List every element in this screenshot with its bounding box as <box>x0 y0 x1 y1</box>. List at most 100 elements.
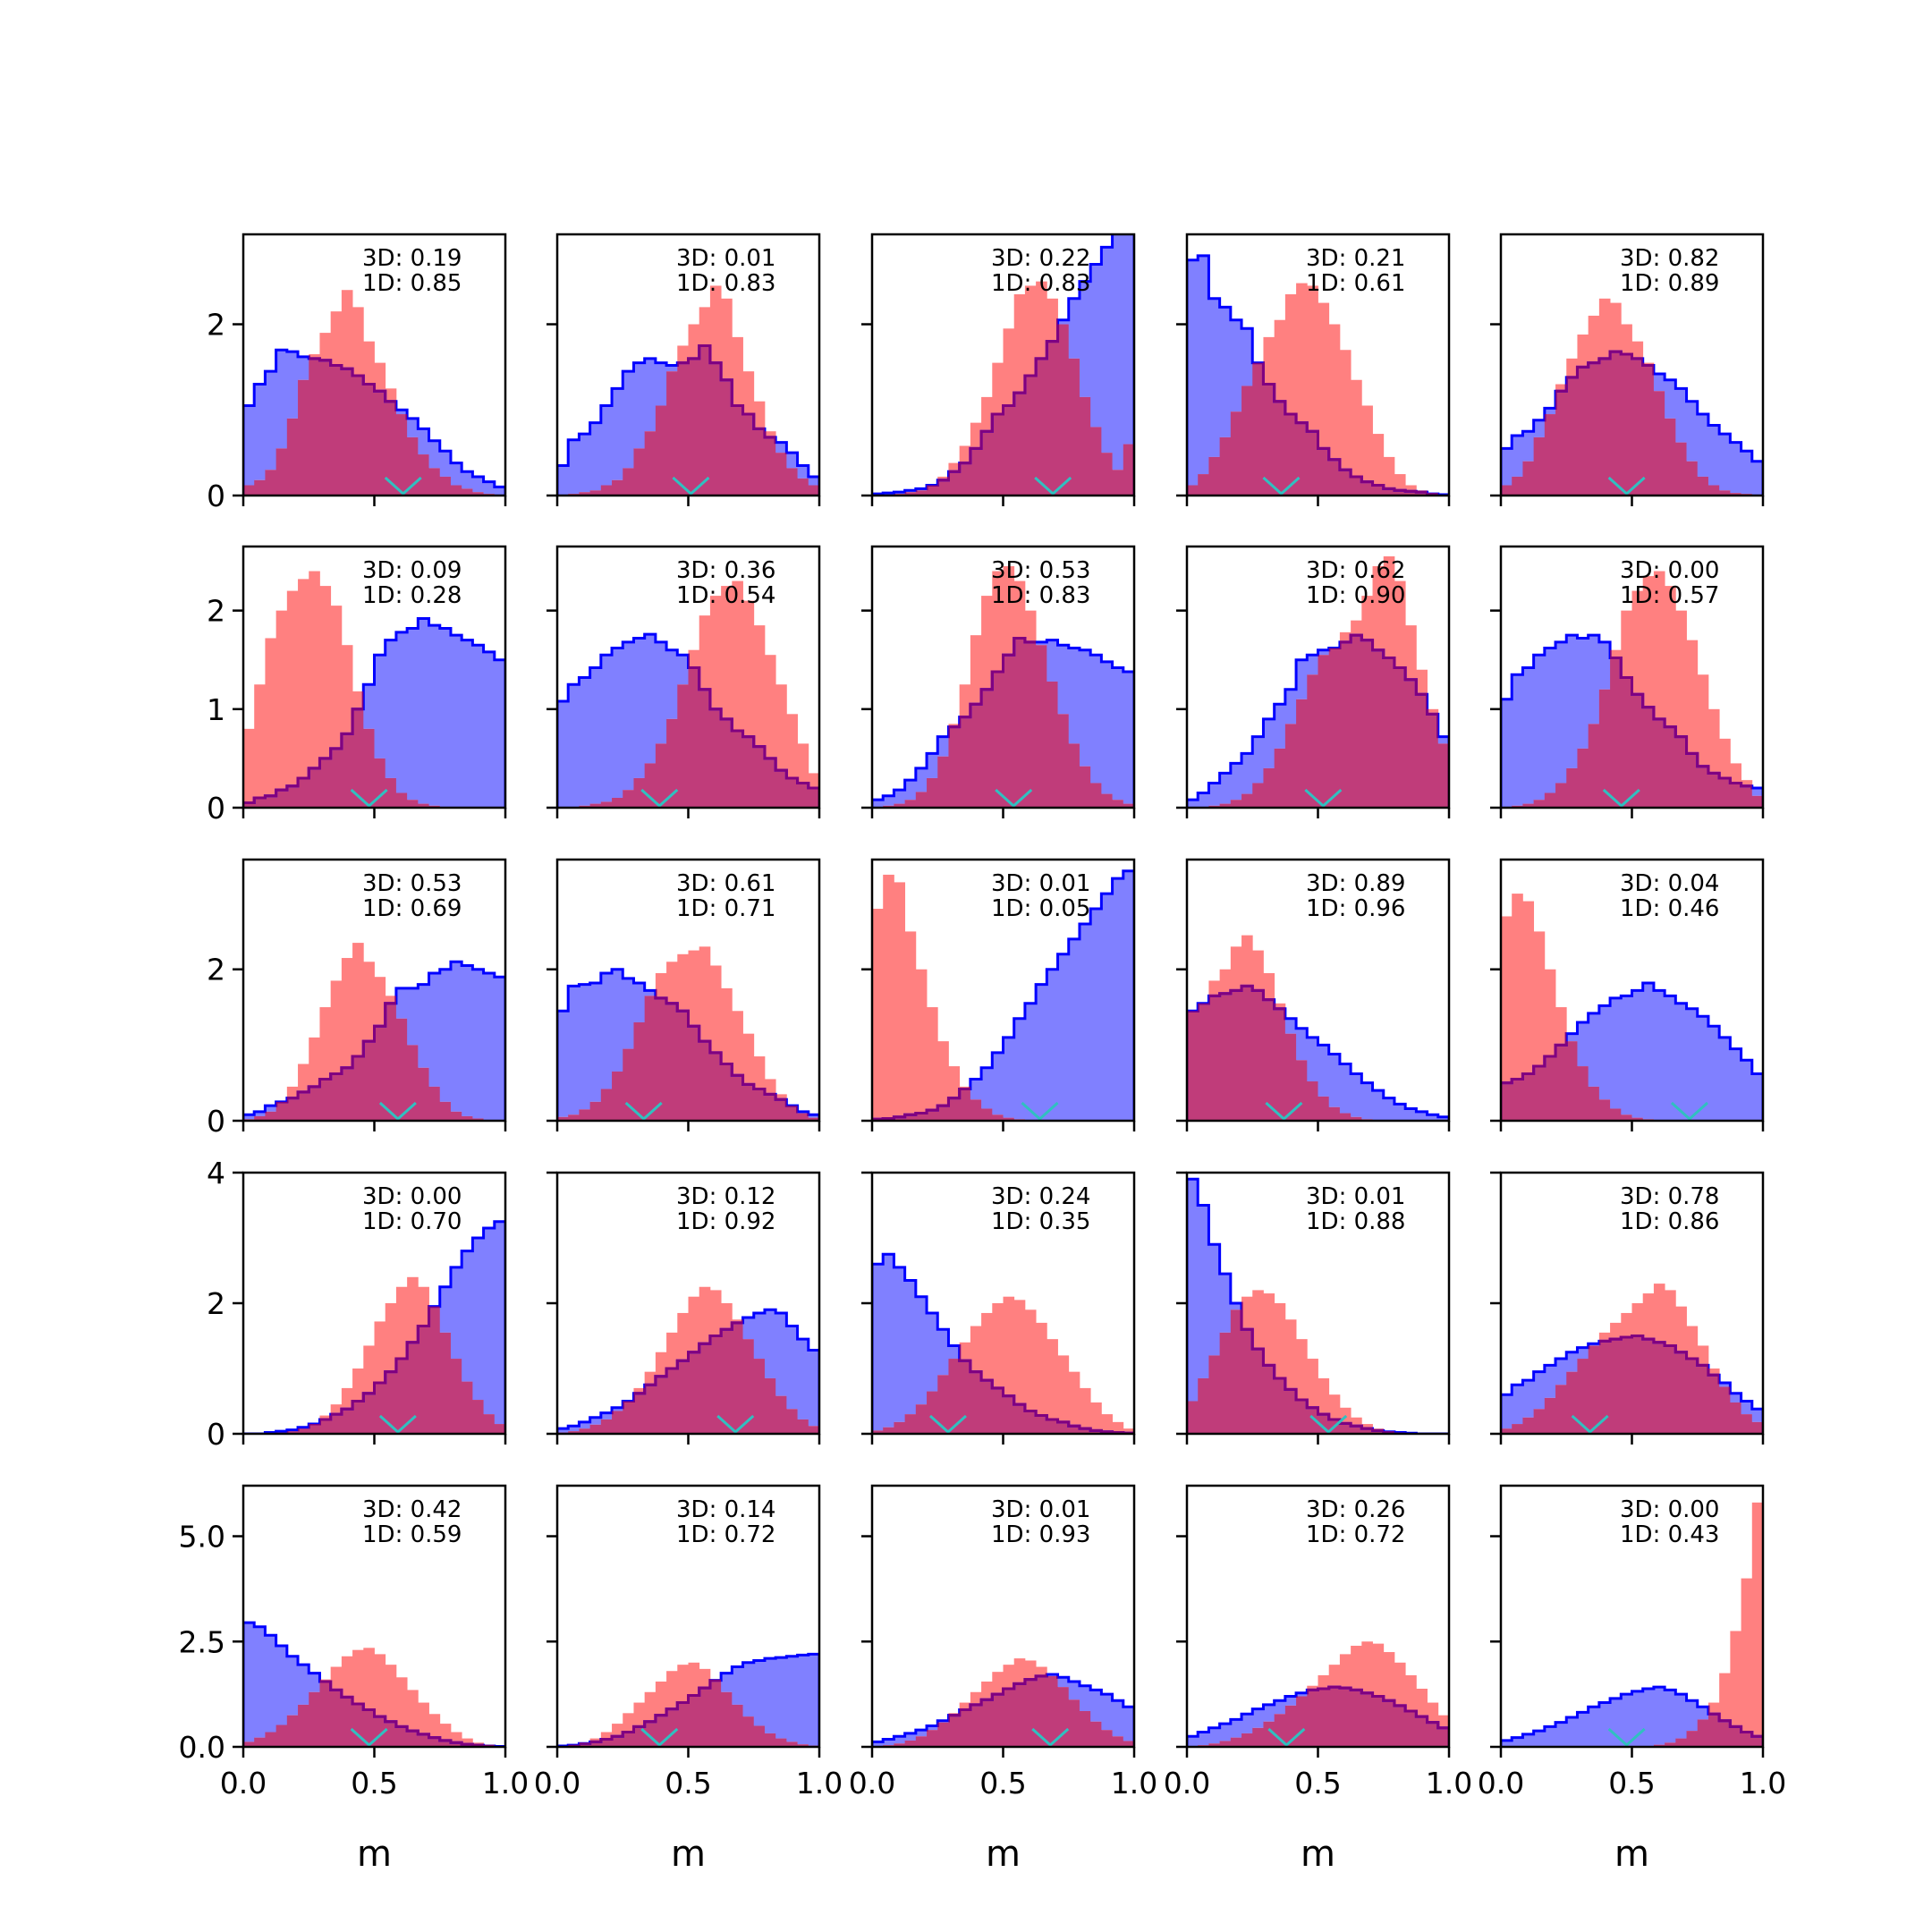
overlap-bar <box>1003 655 1015 808</box>
overlap-bar <box>1631 358 1644 496</box>
blue-bar <box>450 635 462 808</box>
red-bar <box>1351 379 1362 477</box>
overlap-bar <box>1263 384 1275 496</box>
marker-v <box>1571 1414 1609 1435</box>
overlap-bar <box>1318 448 1330 496</box>
red-bar <box>1241 935 1253 987</box>
overlap-bar <box>612 1411 623 1434</box>
overlap-bar <box>742 1339 755 1434</box>
annotation-1d: 1D: 0.92 <box>676 1208 775 1235</box>
red-bar <box>633 1702 646 1727</box>
overlap-bar <box>970 448 982 496</box>
blue-bar <box>872 800 884 808</box>
red-bar <box>981 1682 993 1700</box>
red-bar <box>1598 298 1611 359</box>
red-bar <box>732 1319 743 1323</box>
overlap-bar <box>981 689 993 808</box>
blue-bar <box>1555 1722 1567 1747</box>
plot-area <box>1187 254 1449 496</box>
blue-bar <box>428 440 441 469</box>
red-bar <box>1707 1702 1720 1715</box>
overlap-bar <box>1665 1345 1676 1434</box>
overlap-bar <box>1307 431 1318 496</box>
blue-bar <box>1101 894 1113 1121</box>
blue-bar <box>374 655 386 758</box>
blue-bar <box>1697 1016 1709 1121</box>
red-bar <box>1013 1658 1026 1684</box>
overlap-bar <box>1024 1679 1037 1747</box>
red-bar <box>688 649 700 668</box>
overlap-bar <box>1697 766 1709 808</box>
overlap-bar <box>439 1740 452 1747</box>
red-bar <box>688 1662 700 1696</box>
red-bar <box>992 571 1004 672</box>
overlap-bar <box>1577 1066 1589 1121</box>
overlap-bar <box>1610 352 1622 496</box>
overlap-bar <box>363 1709 375 1747</box>
red-bar <box>319 333 332 360</box>
overlap-bar <box>472 492 484 496</box>
red-bar <box>1003 566 1015 656</box>
overlap-bar <box>1501 1428 1513 1434</box>
plot-area <box>557 285 819 496</box>
overlap-bar <box>1208 1355 1221 1434</box>
blue-bar <box>243 405 255 486</box>
blue-bar <box>894 790 906 804</box>
blue-bar <box>1707 425 1720 486</box>
overlap-bar <box>1090 1721 1102 1747</box>
blue-bar <box>612 648 623 798</box>
blue-bar <box>450 962 462 1112</box>
overlap-bar <box>589 803 602 808</box>
red-bar <box>655 972 667 998</box>
red-bar <box>1372 1643 1385 1697</box>
blue-bar <box>1230 319 1242 412</box>
overlap-bar <box>395 792 408 808</box>
annotation-3d: 3D: 0.01 <box>1306 1183 1405 1210</box>
blue-bar <box>1555 1359 1567 1385</box>
blue-bar <box>1588 1013 1600 1087</box>
overlap-bar <box>633 448 646 496</box>
blue-bar <box>1631 990 1644 1118</box>
overlap-bar <box>1036 1675 1047 1747</box>
overlap-bar <box>439 476 452 496</box>
blue-bar <box>1112 667 1124 801</box>
blue-bar <box>1068 298 1080 359</box>
red-bar <box>1230 946 1242 991</box>
overlap-bar <box>742 736 755 808</box>
red-bar <box>1024 1309 1037 1411</box>
blue-bar <box>1057 953 1070 1121</box>
red-bar <box>721 586 733 719</box>
overlap-bar <box>1036 358 1047 496</box>
blue-bar <box>1284 1696 1297 1706</box>
blue-bar <box>677 655 689 685</box>
overlap-bar <box>1533 800 1546 808</box>
red-bar <box>1101 1414 1113 1432</box>
blue-bar <box>1263 1704 1275 1722</box>
red-bar <box>450 1732 462 1743</box>
blue-bar <box>1653 990 1665 1121</box>
overlap-bar <box>298 1091 309 1121</box>
overlap-bar <box>589 1101 602 1121</box>
overlap-bar <box>915 1404 928 1434</box>
overlap-bar <box>732 731 743 808</box>
overlap-bar <box>298 379 309 496</box>
overlap-bar <box>1351 476 1362 496</box>
overlap-bar <box>439 1332 452 1434</box>
overlap-bar <box>275 1101 288 1121</box>
red-bar <box>764 431 776 437</box>
overlap-bar <box>721 1063 733 1121</box>
red-bar <box>418 1702 429 1734</box>
y-tick-label: 4 <box>207 1156 225 1191</box>
blue-bar <box>1112 234 1124 470</box>
annotation-1d: 1D: 0.89 <box>1620 270 1719 297</box>
overlap-bar <box>1263 1365 1275 1434</box>
blue-bar <box>612 1407 623 1411</box>
blue-bar <box>1328 1054 1341 1107</box>
overlap-bar <box>742 1084 755 1121</box>
x-axis-label: m <box>357 1834 392 1875</box>
overlap-bar <box>589 490 602 496</box>
overlap-bar <box>753 1725 766 1747</box>
red-bar <box>742 1033 755 1085</box>
